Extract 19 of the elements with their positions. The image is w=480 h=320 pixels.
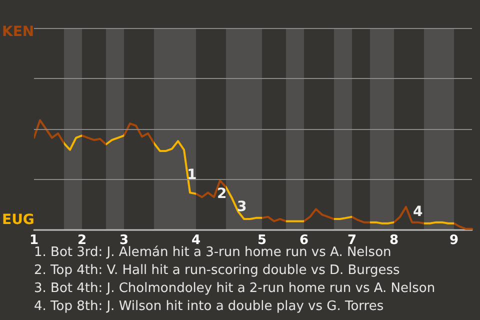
text: 1. Bot 3rd: J. Alemán hit a 3-run home run vs A. Nelson — [34, 245, 392, 260]
x-tick-label: 9 — [449, 233, 459, 248]
x-tick-label: 1 — [29, 233, 39, 248]
text: KEN — [2, 24, 34, 40]
annotation: 3 — [237, 199, 247, 215]
x-tick-label: 2 — [77, 233, 87, 248]
x-tick-label: 6 — [299, 233, 309, 248]
x-tick-label: 7 — [347, 233, 357, 248]
x-tick-label: 3 — [119, 233, 129, 248]
annotation: 1 — [187, 167, 197, 183]
x-tick-label: 4 — [191, 233, 201, 248]
text: 2. Top 4th: V. Hall hit a run-scoring double vs D. Burgess — [34, 263, 400, 278]
x-tick-label: 5 — [257, 233, 267, 248]
annotation: 4 — [413, 204, 423, 220]
text: 3. Bot 4th: J. Cholmondoley hit a 2-run home run vs A. Nelson — [34, 281, 436, 296]
x-tick-label: 8 — [389, 233, 399, 248]
annotation: EUG — [2, 212, 34, 228]
text: 4. Top 8th: J. Wilson hit into a double play vs G. Torres — [34, 299, 384, 314]
annotation: 2 — [217, 186, 227, 202]
